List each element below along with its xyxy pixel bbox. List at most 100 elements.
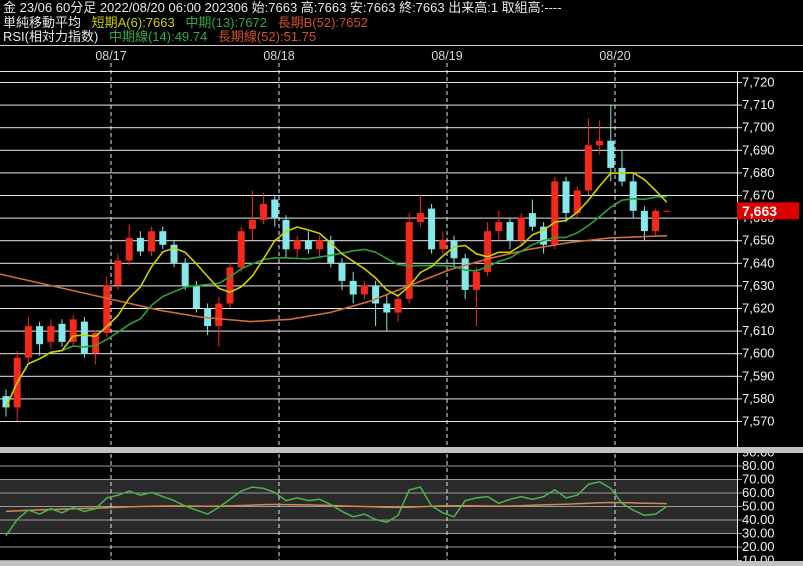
candles [2, 104, 671, 421]
price-gridline [0, 308, 737, 309]
candle-down [282, 219, 290, 250]
candle-down [450, 240, 458, 259]
rsi-axis-label: 70.00 [742, 472, 775, 487]
price-axis-label: 7,580 [742, 391, 775, 406]
axis-tick [735, 240, 742, 242]
candle-down [528, 213, 536, 227]
rsi-long-line [5, 501, 667, 513]
rsi-panel: 10.0020.0030.0040.0050.0060.0070.0080.00… [0, 445, 775, 566]
candle-up [652, 210, 660, 232]
candle-up [596, 140, 604, 146]
axis-tick [735, 127, 742, 129]
price-gridline [0, 398, 737, 400]
rsi-gridline [0, 479, 737, 480]
panel-divider[interactable] [0, 561, 803, 566]
rsi-gridline [0, 519, 737, 521]
panel-dividers[interactable] [0, 447, 803, 566]
candle-down [506, 222, 514, 241]
price-axis-label: 7,590 [742, 368, 775, 383]
candle-down [349, 280, 357, 295]
candle-down [136, 237, 144, 252]
rsi-lines [5, 480, 668, 537]
candle-up [24, 326, 32, 358]
candle-down [338, 262, 346, 281]
candle-up [394, 299, 402, 313]
date-label: 08/18 [263, 49, 294, 63]
price-axis-label: 7,710 [742, 97, 775, 112]
price-gridline [0, 262, 737, 264]
candle-up [47, 326, 55, 342]
axis-tick [735, 104, 742, 106]
price-gridline [0, 195, 737, 196]
date-label: 08/17 [95, 49, 126, 63]
candle-up [663, 210, 671, 212]
candle-up [226, 267, 234, 304]
rsi-axis-label: 30.00 [742, 526, 775, 541]
candle-wick [251, 190, 253, 241]
rsi-axis-label: 40.00 [742, 512, 775, 527]
candle-down [640, 210, 648, 232]
rsi-gridline [0, 560, 737, 561]
candle-up [69, 319, 77, 342]
axis-tick [735, 398, 742, 400]
axis-tick [735, 519, 742, 521]
candle-up [125, 237, 133, 261]
candle-down [80, 321, 88, 354]
axis-tick [735, 149, 742, 151]
rsi-mid-value: 中期線(14):49.74 [108, 29, 208, 44]
ma-title: 単純移動平均 [3, 14, 82, 30]
axis-tick [735, 172, 742, 174]
ma-long-line [0, 234, 668, 323]
candle-up [114, 260, 122, 286]
candle-up [215, 303, 223, 327]
price-axis-label: 7,670 [742, 188, 775, 203]
axis-tick [735, 330, 742, 332]
candle-down [428, 208, 436, 250]
rsi-gridline [0, 546, 737, 548]
candle-up [517, 217, 525, 241]
ma-long-value: 長期B(52):7652 [277, 14, 368, 30]
day-separators [110, 63, 616, 560]
rsi-title: RSI(相対力指数) [3, 29, 99, 44]
price-gridline [0, 104, 737, 106]
rsi-gridline [0, 465, 737, 467]
price-axis-label: 7,690 [742, 142, 775, 157]
price-gridline [0, 421, 737, 422]
panel-divider[interactable] [0, 447, 803, 453]
price-axis-label: 7,640 [742, 255, 775, 270]
price-gridline [0, 172, 737, 174]
axis-tick [735, 353, 742, 355]
axis-tick [735, 421, 742, 422]
rsi-axis-label: 20.00 [742, 539, 775, 554]
current-price-marker: 7,663 [737, 202, 799, 220]
rsi-long-value: 長期線(52):51.75 [217, 29, 317, 44]
candle-down [159, 231, 167, 245]
candle-up [316, 240, 324, 250]
candle-up [495, 222, 503, 232]
axis-tick [735, 375, 742, 377]
price-gridline [0, 353, 737, 355]
ma-lines [0, 172, 668, 408]
date-labels: 08/17 08/18 08/19 08/20 [95, 49, 630, 63]
date-label: 08/20 [599, 49, 630, 63]
candle-down [36, 326, 44, 345]
axis-tick [735, 262, 742, 264]
axis-tick [735, 195, 742, 196]
candle-down [271, 199, 279, 218]
ma-mid-value: 中期(13):7672 [185, 14, 268, 30]
price-gridline [0, 375, 737, 377]
candle-up [148, 231, 156, 252]
candle-up [551, 181, 559, 245]
axis-tick [735, 479, 742, 480]
candle-up [405, 222, 413, 299]
price-chart[interactable]: 7,7207,7107,7007,6907,6807,6707,6607,650… [0, 45, 803, 566]
candle-up [584, 145, 592, 191]
candle-down [607, 140, 615, 168]
chart-header: 金 23/06 60分足 2022/08/20 06:00 202306 始:7… [3, 0, 800, 45]
current-price-label: 7,663 [742, 203, 777, 219]
price-axis-label: 7,630 [742, 278, 775, 293]
candle-down [461, 258, 469, 290]
rsi-gridline [0, 492, 737, 494]
candle-wick [475, 267, 477, 327]
